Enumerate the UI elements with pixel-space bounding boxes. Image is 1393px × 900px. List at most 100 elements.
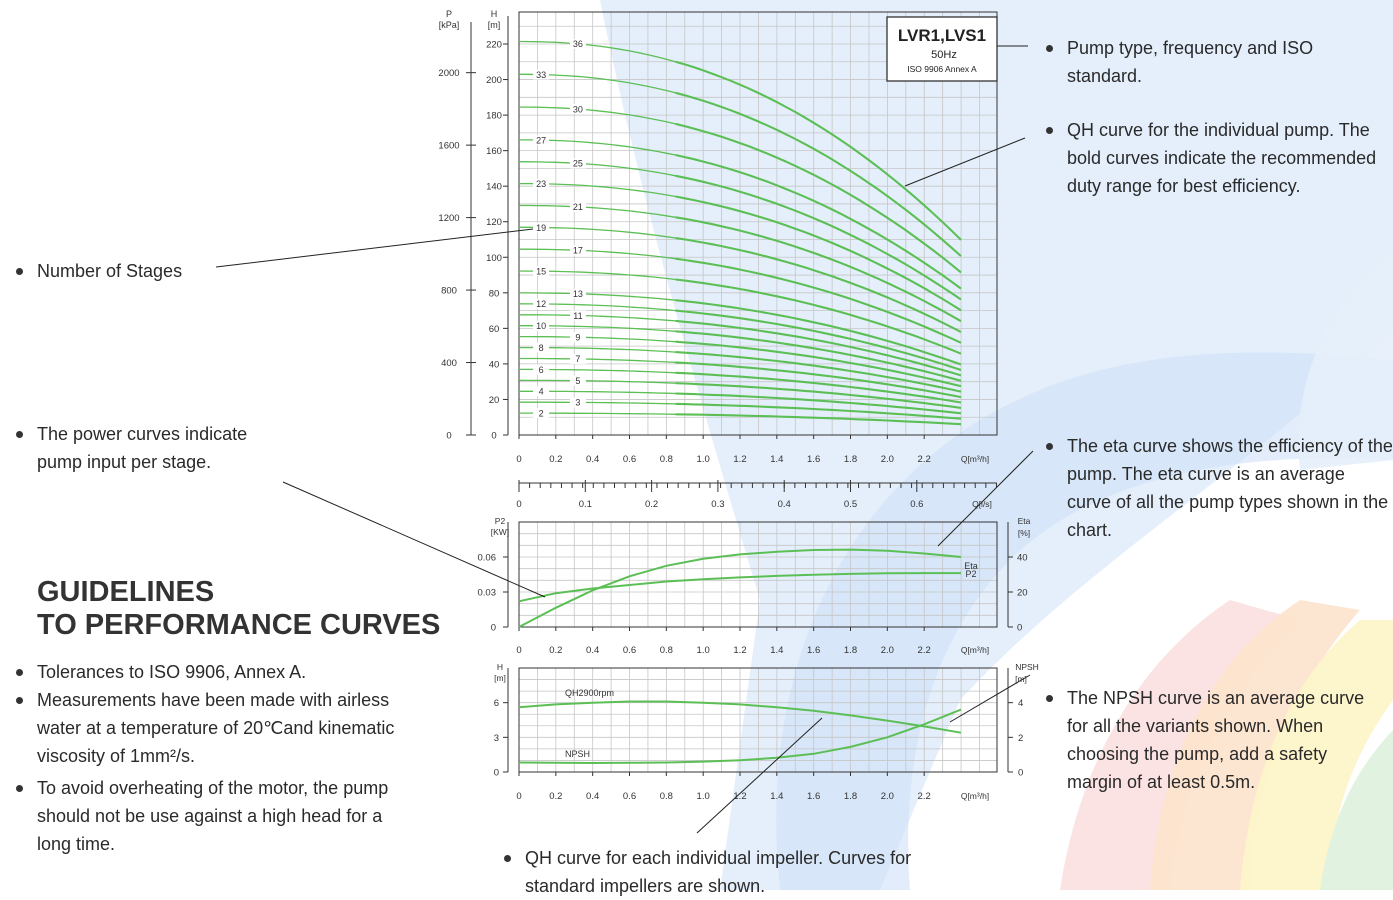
guidelines-title-line2: TO PERFORMANCE CURVES [37,609,441,641]
ls-tick-label: 0.5 [844,499,857,510]
bullet-icon [16,697,23,704]
npsh-series-label: NPSH [565,749,590,759]
stage-label: 17 [573,246,583,256]
eta-curve [518,548,962,628]
bullet-icon [1046,127,1053,134]
npsh-axis-unit: [m] [1015,674,1027,684]
q-tick-label: 2.0 [881,454,894,465]
stage-label-bg [533,342,550,353]
stage-label: 33 [536,70,546,80]
bullet-icon [1046,45,1053,52]
p-tick-label: 2000 [438,68,459,79]
stage-label: 30 [573,104,583,114]
qh-curve-stage-25 [518,161,676,177]
q-tick-label: 0 [516,645,521,656]
q-tick-label: 1.0 [697,791,710,802]
stage-label: 3 [575,398,580,408]
stage-label-bg [533,69,550,80]
p2-tick-label: 0 [491,623,496,634]
stage-label: 11 [573,311,582,321]
annotation-eta: The eta curve shows the efficiency of th… [1046,432,1393,544]
annotation-stages: Number of Stages [16,257,237,285]
qh-curve-bold-stage-3 [675,402,962,420]
leader-line [282,481,546,598]
eta-axis-label: Eta [1018,516,1031,526]
qh-curve-stage-9 [519,335,676,343]
ls-axis-label: Q[l/s] [972,499,992,509]
stage-label-bg [569,288,586,299]
guideline-item: To avoid overheating of the motor, the p… [16,774,417,858]
annotation-pump-type: Pump type, frequency and ISO standard. [1046,34,1367,90]
qh-curve-stage-17 [519,248,676,260]
stage-label-bg [533,298,550,309]
q-tick-label: 1.2 [733,791,746,802]
h-tick-label: 60 [489,324,500,335]
p-tick-label: 1600 [438,141,459,152]
stage-label-bg [569,104,586,115]
npsh-tick-label: 2 [1018,733,1023,744]
h-tick-label: 20 [489,395,500,406]
eta-tick-label: 0 [1017,623,1022,634]
bullet-icon [16,785,23,792]
p-tick-label: 800 [441,286,457,297]
q-tick-label: 1.0 [697,645,710,656]
q-tick-label: 0.2 [549,454,562,465]
q-tick-label: 2.0 [881,791,894,802]
q-tick-label: 0 [516,454,521,465]
qh-chart-panel: 020406080100120140160180200220H[m]040080… [438,9,998,510]
stage-label: 36 [573,39,583,49]
annotation-impeller: QH curve for each individual impeller. C… [504,844,965,900]
plot-frame [518,11,998,436]
npsh-axis-label: NPSH [1015,662,1039,672]
stage-label-bg [569,353,586,364]
qh-curve-stage-21 [519,204,676,218]
q-tick-label: 1.4 [770,645,783,656]
guidelines-title-line1: GUIDELINES [37,576,215,608]
stage-label: 25 [573,159,583,169]
npsh-curve [518,708,962,765]
stage-label: 10 [536,321,546,331]
p2-series-label: P2 [965,569,976,579]
p2-tick-label: 0.06 [478,553,497,564]
h-tick-label: 0 [491,431,496,442]
annotation-pump-type-text: Pump type, frequency and ISO standard. [1067,38,1314,86]
q-tick-label: 1.4 [770,791,783,802]
ls-tick-label: 0 [516,499,521,510]
q-tick-label: 0.4 [586,645,599,656]
qh-curve-bold-stage-23 [675,195,962,312]
bullet-icon [504,855,511,862]
stage-label-bg [533,320,550,331]
h-tick-label: 220 [486,40,502,51]
guideline-item-text: Measurements have been made with airless… [37,690,395,766]
q-tick-label: 1.4 [770,454,783,465]
annotation-impeller-text: QH curve for each individual impeller. C… [525,848,912,896]
leader-line [904,137,1026,187]
q-tick-label: 0.2 [549,791,562,802]
stage-label-bg [569,245,586,256]
pump-type-title: LVR1,LVS1 [898,26,986,45]
stage-label: 6 [539,365,544,375]
h-tick-label: 80 [489,288,500,299]
stage-label-bg [569,310,586,321]
stage-label-bg [533,364,550,375]
q-tick-label: 0.2 [549,645,562,656]
bg-orange-swoosh [1150,600,1360,890]
ls-tick-label: 0.1 [579,499,592,510]
p-tick-label: 0 [446,431,451,442]
q-tick-label: 1.6 [807,645,820,656]
bullet-icon [1046,443,1053,450]
q-tick-label: 2.0 [881,645,894,656]
qh-curve-stage-3 [519,401,676,405]
q-tick-label: 2.2 [918,454,931,465]
guidelines-title: GUIDELINES TO PERFORMANCE CURVES [37,576,440,642]
q-tick-label: 0.4 [586,791,599,802]
q-axis-label: Q[m³/h] [961,645,989,655]
qh-curve-bold-stage-27 [675,153,962,290]
q-tick-label: 0.8 [660,791,673,802]
qh-curve-bold-stage-6 [675,371,962,404]
qh-curve-bold-stage-13 [675,299,962,366]
annotation-npsh: The NPSH curve is an average curve for a… [1046,684,1377,796]
leader-line [949,674,1031,723]
